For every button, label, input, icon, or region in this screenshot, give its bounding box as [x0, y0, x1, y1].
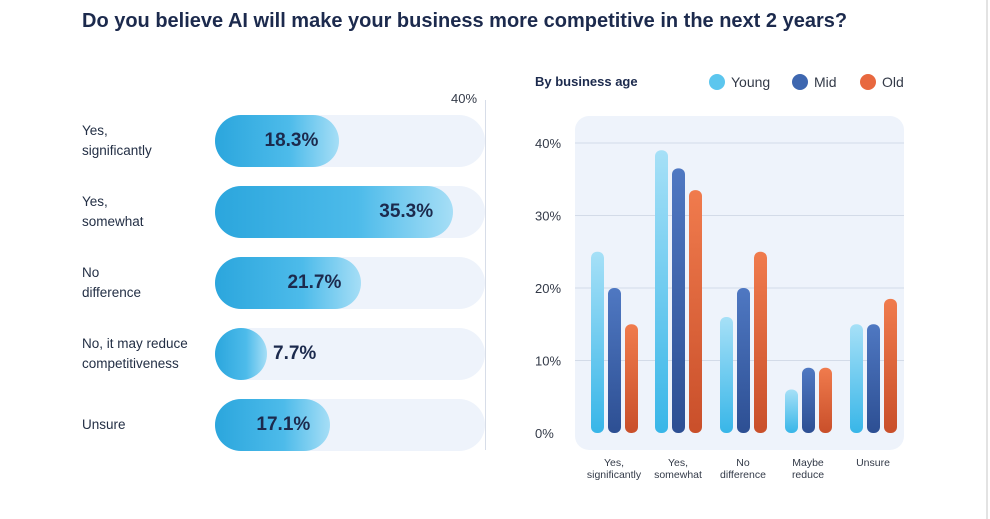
ytick-label: 20% [535, 281, 561, 296]
hbar-label-line: somewhat [82, 214, 144, 229]
hbar-label: Yes, somewhat [82, 192, 222, 232]
hbar-label-line: Yes, [82, 123, 108, 138]
legend-label: Young [731, 74, 771, 90]
legend-swatch [709, 74, 725, 90]
hbar-label-line: No, it may reduce [82, 336, 188, 351]
hbar-row: No, it may reduce competitiveness 7.7% [0, 328, 490, 380]
right-border [986, 0, 988, 519]
xtick-label: No [736, 457, 750, 469]
bar-old [819, 367, 832, 433]
hbar-label: Yes, significantly [82, 121, 222, 161]
hbar-value-label: 18.3% [264, 130, 319, 151]
hbar-value-label: 21.7% [287, 272, 342, 293]
hbar-fill [215, 257, 362, 309]
xtick-label: reduce [792, 469, 824, 481]
ytick-label: 40% [535, 136, 561, 151]
bar-mid [608, 288, 621, 433]
xtick-label: Maybe [792, 457, 824, 469]
legend-swatch [860, 74, 876, 90]
bar-young [720, 317, 733, 433]
hbar-label: Unsure [82, 415, 222, 435]
hbar-value-label: 35.3% [379, 201, 434, 222]
vertical-bar-chart: 0%10%20%30%40%Yes,significantlyYes,somew… [535, 116, 904, 481]
hbar-value-label: 17.1% [256, 414, 311, 435]
bar-mid [802, 367, 815, 433]
xtick-label: difference [720, 469, 766, 481]
hbar-row: No difference 21.7% [0, 257, 490, 309]
legend-swatch [792, 74, 808, 90]
bar-mid [737, 288, 750, 433]
xtick-label: significantly [587, 469, 642, 481]
bar-young [850, 324, 863, 433]
bar-mid [672, 168, 685, 433]
hbar-fill [215, 399, 331, 451]
hbar-row: Yes, somewhat 35.3% [0, 186, 490, 238]
hbar-fill [215, 115, 339, 167]
hbar-label: No difference [82, 263, 222, 303]
hbar-label: No, it may reduce competitiveness [82, 334, 222, 374]
vchart-title: By business age [535, 74, 638, 89]
chart-title: Do you believe AI will make your busines… [82, 10, 848, 32]
bar-old [884, 298, 897, 433]
hbar-label-line: difference [82, 285, 142, 300]
hbar-label-line: No [82, 265, 100, 280]
hbar-fill [215, 186, 454, 238]
hbar-label-line: competitiveness [82, 356, 179, 371]
bar-old [625, 324, 638, 433]
xtick-label: Unsure [856, 457, 890, 469]
hbar-fill [215, 328, 267, 380]
h-axis-max-line [485, 100, 486, 450]
xtick-label: Yes, [604, 457, 624, 469]
xtick-label: Yes, [668, 457, 688, 469]
ytick-label: 10% [535, 354, 561, 369]
hbar-row: Yes, significantly 18.3% [0, 115, 490, 167]
bar-old [689, 190, 702, 433]
h-axis-max-label: 40% [451, 91, 478, 106]
ytick-label: 30% [535, 209, 561, 224]
legend-label: Old [882, 74, 904, 90]
bar-mid [867, 324, 880, 433]
hbar-value-label: 7.7% [273, 343, 317, 364]
hbar-label-line: Yes, [82, 194, 108, 209]
legend-label: Mid [814, 74, 837, 90]
bar-young [655, 150, 668, 433]
bar-young [591, 251, 604, 433]
hbar-label-line: significantly [82, 143, 152, 158]
hbar-label-line: Unsure [82, 417, 126, 432]
hbar-row: Unsure 17.1% [0, 399, 490, 451]
bar-old [754, 251, 767, 433]
xtick-label: somewhat [654, 469, 702, 481]
bar-young [785, 389, 798, 433]
ytick-label: 0% [535, 426, 554, 441]
